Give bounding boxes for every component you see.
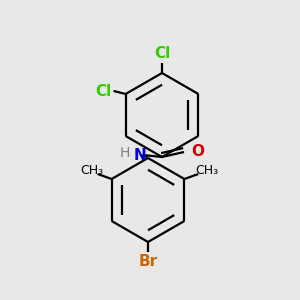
Text: Br: Br [138,254,158,269]
Text: O: O [191,143,204,158]
Text: N: N [134,148,146,163]
Text: Cl: Cl [154,46,170,61]
Text: Cl: Cl [95,83,112,98]
Text: CH₃: CH₃ [195,164,218,178]
Text: H: H [120,146,130,160]
Text: CH₃: CH₃ [80,164,103,178]
